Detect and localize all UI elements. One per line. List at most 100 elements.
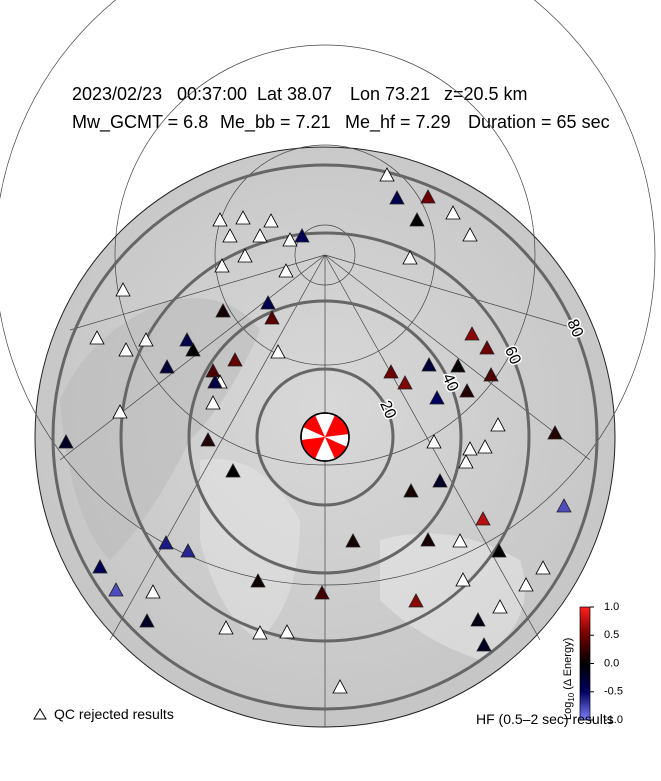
station [225, 463, 241, 478]
station [490, 417, 506, 432]
station [282, 232, 298, 247]
legend-rejected: QC rejected results [54, 706, 174, 722]
label-part: Log [562, 702, 574, 720]
station [145, 584, 161, 599]
station [180, 543, 196, 558]
label-sub: 10 [567, 692, 576, 701]
station [89, 330, 105, 345]
me-bb: Me_bb = 7.21 [220, 112, 331, 133]
colorbar-tick-label: 0.5 [604, 629, 619, 641]
distance-ring [187, 299, 463, 575]
station [205, 363, 221, 378]
focal-mechanism [300, 412, 350, 462]
label-part: (Δ Energy) [562, 638, 574, 690]
station [379, 167, 395, 182]
distance-ring [119, 231, 531, 643]
distance-ring [51, 163, 599, 711]
station [205, 395, 221, 410]
station [227, 352, 243, 367]
station [260, 295, 276, 310]
station [235, 210, 251, 225]
station [518, 577, 534, 592]
station [426, 434, 442, 449]
station [314, 585, 330, 600]
station [200, 432, 216, 447]
station [212, 212, 228, 227]
station [477, 439, 493, 454]
station [252, 625, 268, 640]
station [492, 599, 508, 614]
station [207, 374, 223, 389]
duration: Duration = 65 sec [468, 112, 610, 132]
station [179, 332, 195, 347]
station [118, 342, 134, 357]
station [450, 358, 466, 373]
station [215, 303, 231, 318]
station [250, 573, 266, 588]
mw: Mw_GCMT = 6.8 [72, 112, 208, 133]
station [483, 367, 499, 382]
distance-ring [255, 367, 395, 507]
station [409, 212, 425, 227]
station [420, 532, 436, 547]
station [535, 560, 551, 575]
station [278, 263, 294, 278]
station [476, 637, 492, 652]
station [479, 340, 495, 355]
station [389, 190, 405, 205]
station [222, 228, 238, 243]
station [138, 332, 154, 347]
colorbar-tick-label: 0.0 [604, 657, 619, 669]
station [462, 227, 478, 242]
station [464, 326, 480, 341]
station [218, 620, 234, 635]
station [345, 533, 361, 548]
legend-symbol [33, 708, 47, 720]
lon: Lon 73.21 [350, 84, 430, 104]
station [108, 582, 124, 597]
me-hf: Me_hf = 7.29 [345, 112, 451, 133]
station [429, 390, 445, 405]
station [403, 483, 419, 498]
station [556, 498, 572, 513]
station [491, 543, 507, 558]
station [332, 679, 348, 694]
station [432, 473, 448, 488]
colorbar-label: Log10 (Δ Energy) [562, 638, 576, 720]
station [158, 535, 174, 550]
colorbar-tick-label: 1.0 [604, 601, 619, 613]
station [92, 559, 108, 574]
station [252, 228, 268, 243]
station [402, 250, 418, 265]
stations [58, 167, 572, 694]
station [452, 533, 468, 548]
station [547, 425, 563, 440]
station [420, 189, 436, 204]
station [115, 282, 131, 297]
station [279, 624, 295, 639]
station [470, 612, 486, 627]
lat: Lat 38.07 [257, 84, 332, 104]
time: 00:37:00 [177, 84, 247, 104]
station [214, 258, 230, 273]
station [462, 441, 478, 456]
station [139, 613, 155, 628]
station [185, 342, 201, 357]
station [475, 511, 491, 526]
legend-band: HF (0.5–2 sec) results [476, 711, 614, 727]
station [445, 205, 461, 220]
colorbar-tick-label: -1.0 [604, 714, 623, 726]
colorbar-tick-label: -0.5 [604, 686, 623, 698]
station [408, 593, 424, 608]
station [159, 359, 175, 374]
station [294, 228, 310, 243]
station [112, 404, 128, 419]
station [264, 310, 280, 325]
station [459, 383, 475, 398]
station [237, 248, 253, 263]
station [458, 454, 474, 469]
colorbar: 1.0 0.5 0.0 -0.5 -1.0 [579, 601, 623, 726]
date: 2023/02/23 [72, 84, 162, 104]
station [270, 344, 286, 359]
